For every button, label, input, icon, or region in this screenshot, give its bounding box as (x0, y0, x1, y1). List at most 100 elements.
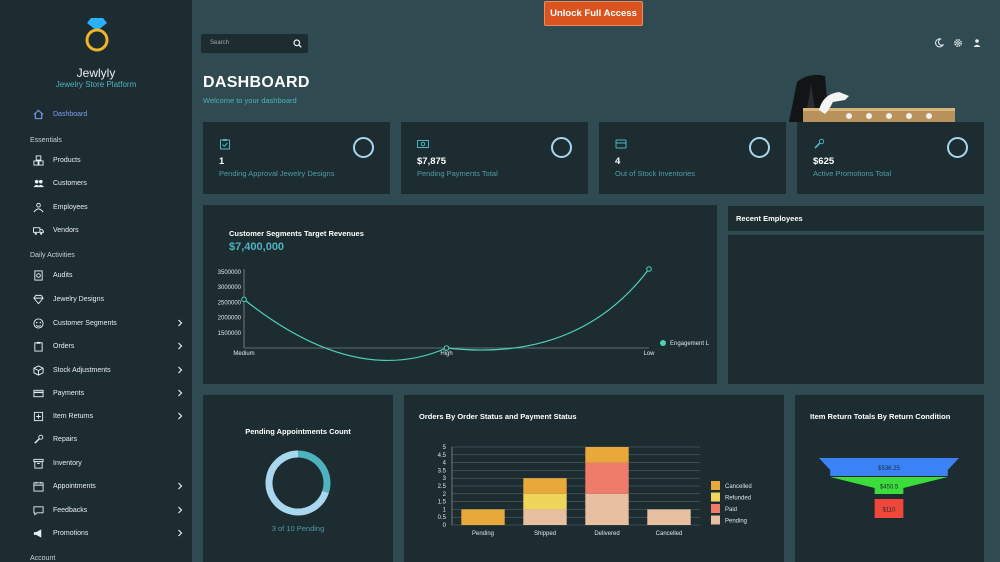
sidebar-item-products[interactable]: Products (0, 150, 192, 170)
return-icon (33, 411, 44, 422)
sidebar-item-repairs[interactable]: Repairs (0, 429, 192, 449)
funnel-segment (819, 458, 959, 476)
dark-mode-icon[interactable] (934, 38, 944, 48)
bar-segment (523, 478, 567, 494)
sidebar-item-audits[interactable]: Audits (0, 265, 192, 285)
sidebar-item-label: Repairs (53, 435, 78, 443)
y-tick-label: 3.5 (438, 468, 447, 474)
sidebar-item-vendors[interactable]: Vendors (0, 220, 192, 240)
segments-icon (33, 318, 44, 329)
feedback-icon (33, 506, 44, 516)
bar-segment (461, 509, 505, 525)
sidebar-item-promotions[interactable]: Promotions (0, 523, 192, 543)
sidebar-item-orders[interactable]: Orders (0, 336, 192, 356)
funnel-chart: $536.25 $450.5 $110 (819, 458, 959, 518)
employees-icon (33, 202, 44, 213)
gear-icon[interactable] (953, 38, 963, 48)
sidebar-item-label: Feedbacks (53, 506, 88, 514)
sidebar-item-label: Jewelry Designs (53, 295, 104, 303)
funnel-label: $110 (883, 508, 897, 514)
y-tick-label: 4.5 (438, 453, 447, 459)
sidebar-item-label: Dashboard (53, 110, 88, 118)
y-tick-label: 2.5 (438, 484, 447, 490)
legend-marker (660, 340, 666, 346)
section-essentials: Essentials (30, 137, 62, 144)
y-tick-label: 3000000 (218, 285, 242, 291)
sidebar-item-label: Customer Segments (53, 319, 117, 327)
orders-card: Orders By Order Status and Payment Statu… (404, 395, 784, 562)
stat-value: 4 (615, 156, 621, 167)
legend-marker (711, 515, 720, 525)
hero-image (789, 72, 956, 122)
sidebar-item-label: Payments (53, 389, 85, 397)
brand-name: Jewlyly (76, 66, 116, 80)
stat-card-active-promotions: $625 Active Promotions Total (797, 122, 984, 194)
returns-card: Item Return Totals By Return Condition $… (795, 395, 984, 562)
calendar-icon (33, 481, 44, 492)
chevron-right-icon (178, 482, 183, 490)
storage-icon (615, 139, 627, 149)
sidebar-item-employees[interactable]: Employees (0, 197, 192, 217)
y-tick-label: 2000000 (218, 316, 242, 322)
progress-ring (551, 137, 572, 158)
sidebar-item-label: Promotions (53, 529, 89, 537)
chart-title: Customer Segments Target Revenues (229, 229, 364, 238)
adjust-icon (33, 365, 44, 376)
users-icon (33, 179, 44, 188)
chart-title: Item Return Totals By Return Condition (810, 412, 951, 421)
search-input[interactable]: Search (201, 34, 308, 53)
diamond-icon (33, 294, 44, 305)
bar-segment (585, 447, 629, 463)
y-tick-label: 3500000 (218, 270, 242, 276)
bar-segment (647, 509, 691, 525)
sidebar-item-dashboard[interactable]: Dashboard (0, 104, 192, 124)
data-point (443, 345, 450, 351)
donut-caption: 3 of 10 Pending (271, 524, 325, 533)
y-tick-label: 3 (443, 476, 447, 482)
bar-segment (523, 493, 567, 510)
sidebar-item-customer-segments[interactable]: Customer Segments (0, 313, 192, 333)
stat-card-out-of-stock: 4 Out of Stock Inventories (599, 122, 786, 194)
user-icon[interactable] (972, 38, 982, 48)
stacked-bar-chart: 0 0.5 11.5 2 2.5 3 3.54 4.5 5 Pending Shipped Deliv… (438, 445, 752, 537)
funnel-label: $450.5 (880, 485, 899, 491)
y-tick-label: 1 (443, 507, 447, 513)
sidebar-item-payments[interactable]: Payments (0, 383, 192, 403)
x-tick-label: Pending (472, 531, 494, 537)
chevron-right-icon (178, 389, 183, 397)
recent-employees-header: Recent Employees (728, 206, 984, 231)
progress-ring (947, 137, 968, 158)
sidebar-item-inventory[interactable]: Inventory (0, 453, 192, 473)
card-title: Recent Employees (736, 214, 803, 223)
sidebar-item-feedbacks[interactable]: Feedbacks (0, 500, 192, 520)
sidebar-item-item-returns[interactable]: Item Returns (0, 406, 192, 426)
sidebar-item-appointments[interactable]: Appointments (0, 476, 192, 496)
sidebar-item-stock-adjustments[interactable]: Stock Adjustments (0, 360, 192, 380)
legend-marker (711, 504, 720, 513)
x-tick-label: Shipped (534, 531, 556, 537)
unlock-full-access-button[interactable]: Unlock Full Access (544, 1, 643, 26)
sidebar-item-label: Inventory (53, 459, 82, 467)
section-daily-activities: Daily Activities (30, 252, 75, 259)
clipboard-check-icon (220, 139, 230, 150)
sidebar-item-customers[interactable]: Customers (0, 173, 192, 193)
sidebar-item-label: Audits (53, 271, 73, 279)
chevron-right-icon (178, 342, 183, 350)
brand-subtitle: Jewelry Store Platform (55, 80, 137, 89)
legend-label: Cancelled (725, 484, 752, 490)
legend-marker (711, 492, 720, 502)
search-placeholder: Search (210, 40, 230, 46)
line-chart: 3500000 3000000 2500000 2000000 1500000 Mediu… (218, 266, 710, 362)
stat-card-pending-payments: $7,875 Pending Payments Total (401, 122, 588, 194)
chevron-right-icon (178, 506, 183, 514)
ring-logo-icon (85, 18, 109, 52)
revenue-total: $7,400,000 (229, 241, 285, 253)
recent-employees-list (728, 235, 984, 384)
audit-icon (34, 270, 43, 281)
stat-label: Active Promotions Total (813, 169, 892, 178)
boxes-icon (33, 155, 44, 166)
sidebar-item-label: Customers (53, 179, 87, 187)
sidebar-item-label: Stock Adjustments (53, 366, 111, 374)
sidebar-item-jewelry-designs[interactable]: Jewelry Designs (0, 289, 192, 309)
bar-segment (585, 493, 629, 525)
